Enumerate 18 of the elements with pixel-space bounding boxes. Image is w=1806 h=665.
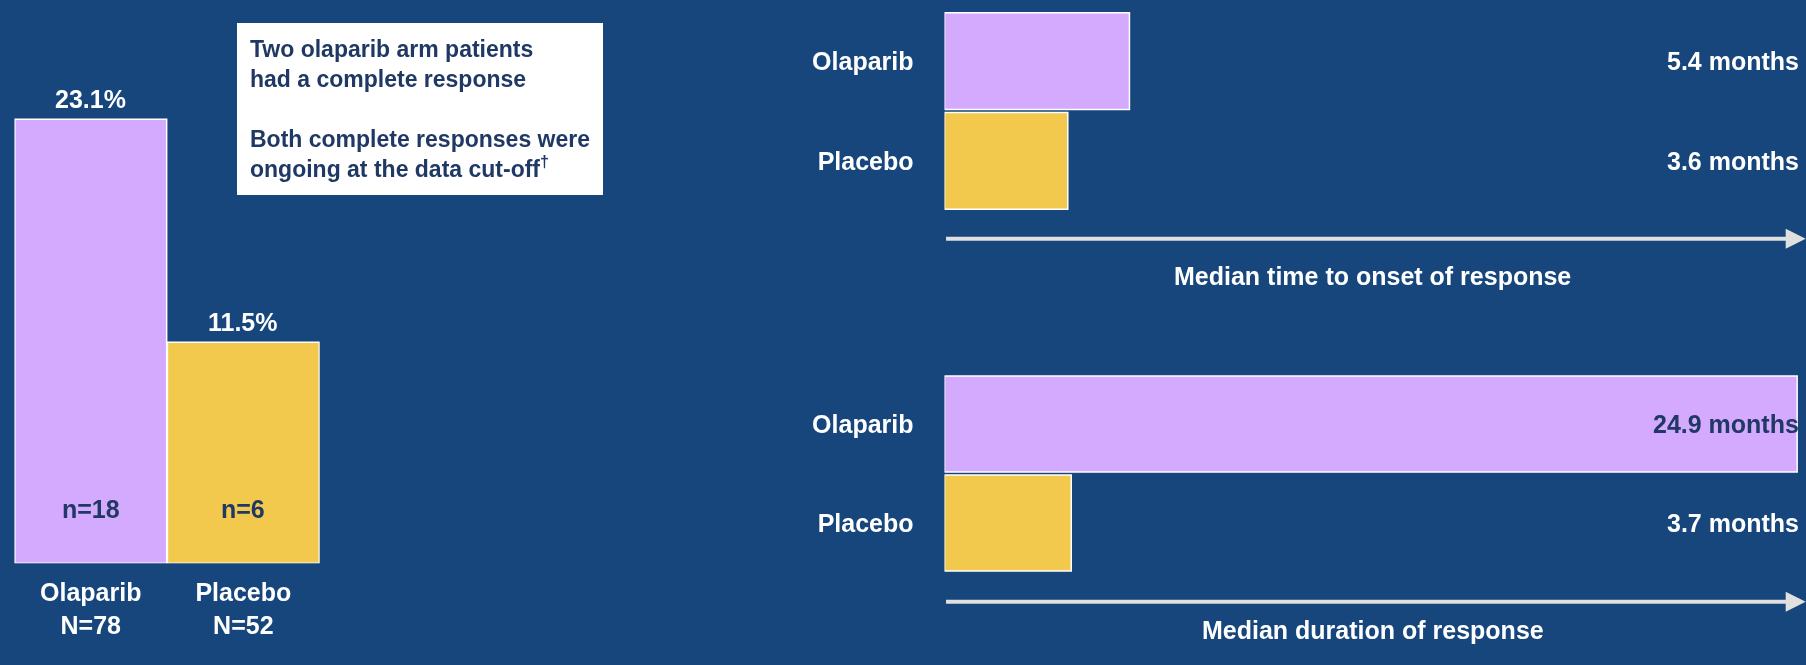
annotation: Both complete responses were ongoing at the data cut-off$^{†}$: [250, 125, 590, 182]
x-axis-title: Median time to onset of response: [1174, 262, 1572, 290]
y-tick-label: Placebo: [817, 508, 914, 537]
y-tick-label: Placebo: [817, 146, 914, 175]
x-axis-title: Median duration of response: [1202, 616, 1544, 644]
data-label: 24.9 months: [1653, 410, 1799, 438]
y-tick-label: Olaparib: [812, 409, 914, 438]
data-label: 3.7 months: [1667, 509, 1799, 537]
annotation: n=18: [62, 495, 120, 523]
data-label: 23.1%: [55, 85, 126, 113]
data-label: 11.5%: [208, 308, 278, 336]
annotation: n=6: [221, 495, 265, 523]
x-tick-label: Placebo N=52: [195, 578, 292, 639]
text: Two olaparib arm patients had a complete response: [250, 36, 534, 92]
y-tick-label: Olaparib: [812, 46, 914, 75]
data-label: 5.4 months: [1667, 47, 1799, 75]
x-tick-label: Olaparib N=78: [40, 578, 142, 639]
data-label: 3.6 months: [1667, 147, 1799, 175]
